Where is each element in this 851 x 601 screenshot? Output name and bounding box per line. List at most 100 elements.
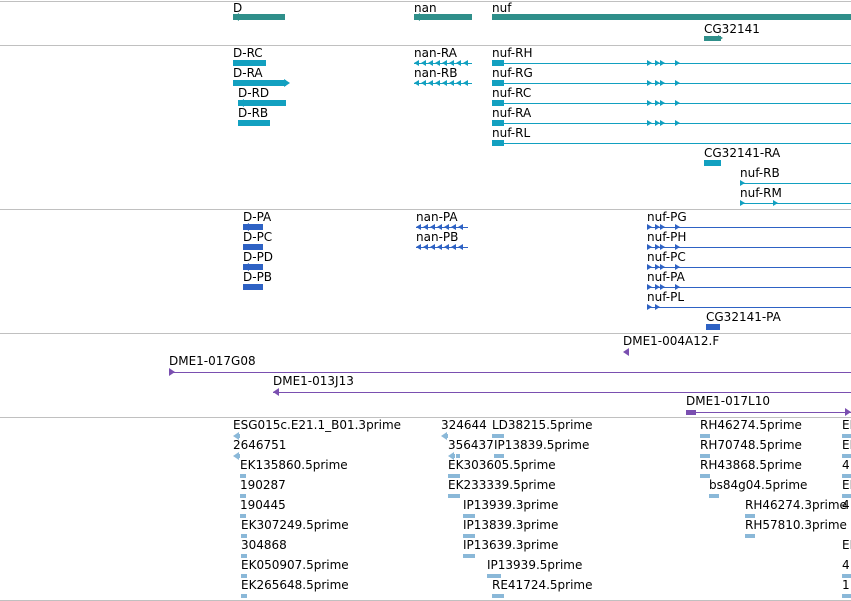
exon-block — [241, 534, 247, 538]
feature-label[interactable]: 4 — [842, 498, 850, 512]
strand-right-arrow-icon — [284, 79, 290, 87]
exon-block — [842, 454, 851, 458]
feature-label[interactable]: EK233339.5prime — [448, 478, 556, 492]
strand-right-arrow-icon — [712, 160, 717, 166]
feature-label[interactable]: CG32141-RA — [704, 146, 781, 160]
feature-label[interactable]: IP13939.5prime — [487, 558, 583, 572]
feature-label[interactable]: EK307249.5prime — [241, 518, 349, 532]
strand-right-arrow-icon — [740, 200, 745, 206]
feature-label[interactable]: D-PA — [243, 210, 272, 224]
feature-label[interactable]: 4 — [842, 558, 850, 572]
feature-label[interactable]: CG32141-PA — [706, 310, 781, 324]
feature-label[interactable]: nuf-RA — [492, 106, 532, 120]
feature-label[interactable]: nuf-RH — [492, 46, 533, 60]
feature-label[interactable]: IP13839.3prime — [463, 518, 559, 532]
feature-label[interactable]: RH46274.5prime — [700, 418, 802, 432]
exon-block — [686, 410, 696, 415]
intron-line — [492, 63, 851, 64]
feature-label[interactable]: 190445 — [240, 498, 286, 512]
feature-label[interactable]: EK050907.5prime — [241, 558, 349, 572]
feature-label[interactable]: D-RC — [233, 46, 263, 60]
exon-block — [238, 120, 270, 126]
feature-label[interactable]: DME1-017L10 — [686, 394, 770, 408]
exon-block — [456, 454, 460, 458]
exon-block — [233, 60, 266, 66]
feature-label[interactable]: EK265648.5prime — [241, 578, 349, 592]
strand-left-arrow-icon — [449, 80, 454, 86]
strand-left-arrow-icon — [451, 244, 456, 250]
feature-label[interactable]: RH70748.5prime — [700, 438, 802, 452]
feature-label[interactable]: D-RA — [233, 66, 263, 80]
exon-block — [745, 534, 755, 538]
feature-label[interactable]: ESG015c.E21.1_B01.3prime — [233, 418, 402, 432]
feature-label[interactable]: nuf-PL — [647, 290, 685, 304]
feature-label[interactable]: nan-RA — [414, 46, 457, 60]
strand-left-arrow-icon — [423, 224, 428, 230]
feature-label[interactable]: DME1-017G08 — [169, 354, 256, 368]
strand-right-arrow-icon — [675, 80, 680, 86]
feature-label[interactable]: nuf — [492, 1, 512, 15]
feature-label[interactable]: nuf-RB — [740, 166, 780, 180]
feature-label[interactable]: nuf-RM — [740, 186, 782, 200]
feature-label[interactable]: 324644 — [441, 418, 487, 432]
feature-label[interactable]: IP13639.3prime — [463, 538, 559, 552]
feature-label[interactable]: EK303605.5prime — [448, 458, 556, 472]
strand-right-arrow-icon — [655, 224, 660, 230]
feature-label[interactable]: EI — [842, 538, 851, 552]
feature-label[interactable]: D — [233, 1, 243, 15]
feature-label[interactable]: bs84g04.5prime — [709, 478, 808, 492]
strand-left-arrow-icon — [456, 60, 461, 66]
feature-label[interactable]: nuf-PH — [647, 230, 687, 244]
strand-left-arrow-icon — [458, 244, 463, 250]
feature-label[interactable]: DME1-013J13 — [273, 374, 354, 388]
feature-label[interactable]: RH46274.3prime — [745, 498, 847, 512]
feature-label[interactable]: IP13939.3prime — [463, 498, 559, 512]
feature-label[interactable]: CG32141 — [704, 22, 760, 36]
feature-label[interactable]: D-PD — [243, 250, 274, 264]
strand-left-arrow-icon — [428, 60, 433, 66]
strand-left-arrow-icon — [238, 99, 244, 107]
feature-label[interactable]: EK135860.5prime — [240, 458, 348, 472]
strand-right-arrow-icon — [655, 60, 660, 66]
feature-label[interactable]: nuf-PA — [647, 270, 685, 284]
feature-label[interactable]: 190287 — [240, 478, 286, 492]
feature-label[interactable]: D-RD — [238, 86, 270, 100]
feature-label[interactable]: 304868 — [241, 538, 287, 552]
feature-label[interactable]: 2646751 — [233, 438, 287, 452]
feature-label[interactable]: nan-PA — [416, 210, 458, 224]
strand-right-arrow-icon — [655, 120, 660, 126]
feature-label[interactable]: LD38215.5prime — [492, 418, 593, 432]
feature-label[interactable]: D-PC — [243, 230, 273, 244]
feature-label[interactable]: RH43868.5prime — [700, 458, 802, 472]
exon-block — [241, 594, 247, 598]
strand-left-arrow-icon — [458, 224, 463, 230]
strand-right-arrow-icon — [675, 264, 680, 270]
feature-label[interactable]: EI — [842, 438, 851, 452]
exon-block — [487, 574, 501, 578]
feature-label[interactable]: nan-RB — [414, 66, 458, 80]
feature-label[interactable]: nuf-PC — [647, 250, 686, 264]
feature-label[interactable]: 356437 — [448, 438, 494, 452]
feature-label[interactable]: nuf-RG — [492, 66, 533, 80]
feature-label[interactable]: D-PB — [243, 270, 273, 284]
feature-label[interactable]: RE41724.5prime — [492, 578, 593, 592]
feature-label[interactable]: 4 — [842, 458, 850, 472]
feature-label[interactable]: nuf-RC — [492, 86, 532, 100]
feature-label[interactable]: IP13839.5prime — [494, 438, 590, 452]
feature-label[interactable]: nuf-PG — [647, 210, 687, 224]
strand-right-arrow-icon — [660, 80, 665, 86]
exon-block — [492, 80, 504, 86]
track-separator — [0, 209, 851, 210]
feature-label[interactable]: D-RB — [238, 106, 269, 120]
feature-label[interactable]: nan-PB — [416, 230, 459, 244]
feature-label[interactable]: DME1-004A12.F — [623, 334, 720, 348]
feature-label[interactable]: 1 — [842, 578, 850, 592]
feature-label[interactable]: nan — [414, 1, 437, 15]
exon-block — [492, 14, 851, 20]
feature-label[interactable]: RH57810.3prime — [745, 518, 847, 532]
feature-label[interactable]: EI — [842, 478, 851, 492]
feature-label[interactable]: nuf-RL — [492, 126, 531, 140]
feature-label[interactable]: EI — [842, 418, 851, 432]
exon-block — [463, 554, 475, 558]
strand-right-arrow-icon — [169, 368, 175, 376]
